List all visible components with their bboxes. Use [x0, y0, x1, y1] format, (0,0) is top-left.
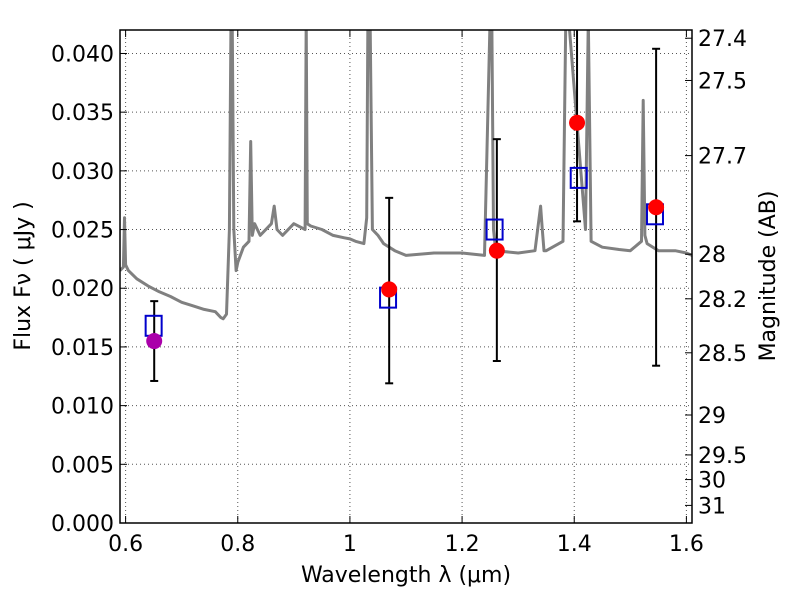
observed-circle-marker — [648, 199, 665, 216]
x-tick-label: 1 — [343, 532, 357, 557]
x-axis-label: Wavelength λ (μm) — [301, 563, 511, 588]
ticks — [120, 30, 692, 524]
observed-circle-marker — [488, 242, 505, 259]
y2-tick-label: 27.4 — [698, 27, 747, 52]
plot-content — [120, 30, 692, 385]
model-square-marker — [569, 166, 588, 189]
y2-axis-label: Magnitude (AB) — [756, 191, 781, 362]
y2-tick-label: 29 — [698, 404, 726, 429]
observed-circle-marker — [381, 281, 398, 298]
y-axis-label: Flux Fν ( μJy ) — [11, 201, 36, 350]
y-tick-label: 0.040 — [51, 42, 114, 67]
y2-tick-label: 28 — [698, 243, 726, 268]
y2-tick-label: 27.5 — [698, 69, 747, 94]
plot-frame — [119, 29, 693, 524]
x-tick-label: 0.8 — [220, 532, 255, 557]
x-tick-labels: 0.6 0.8 1 1.2 1.4 1.6 — [108, 532, 704, 557]
model-square-marker — [485, 218, 504, 241]
y2-tick-label: 31 — [698, 494, 726, 519]
x-tick-label: 0.6 — [108, 532, 143, 557]
y-tick-label: 0.015 — [51, 336, 114, 361]
template-spectrum-line — [120, 30, 692, 321]
x-tick-label: 1.2 — [445, 532, 480, 557]
y2-tick-label: 28.2 — [698, 288, 747, 313]
observed-circle-marker — [569, 114, 586, 131]
observed-circles — [146, 114, 665, 350]
y-tick-label: 0.035 — [51, 101, 114, 126]
x-tick-label: 1.6 — [669, 532, 704, 557]
y2-tick-label: 30 — [698, 469, 726, 494]
plot-background — [120, 30, 692, 523]
y2-tick-label: 27.7 — [698, 145, 747, 170]
y-tick-labels: 0.000 0.005 0.010 0.015 0.020 0.025 0.030 0.035… — [51, 42, 114, 537]
special-circle-marker — [146, 333, 163, 350]
y2-tick-label: 29.5 — [698, 444, 747, 469]
y-tick-label: 0.000 — [51, 512, 114, 537]
y-tick-label: 0.030 — [51, 160, 114, 185]
y-tick-label: 0.020 — [51, 277, 114, 302]
y-tick-label: 0.005 — [51, 453, 114, 478]
x-tick-label: 1.4 — [557, 532, 592, 557]
y2-tick-label: 28.5 — [698, 342, 747, 367]
y-tick-label: 0.025 — [51, 219, 114, 244]
y-tick-label: 0.010 — [51, 395, 114, 420]
